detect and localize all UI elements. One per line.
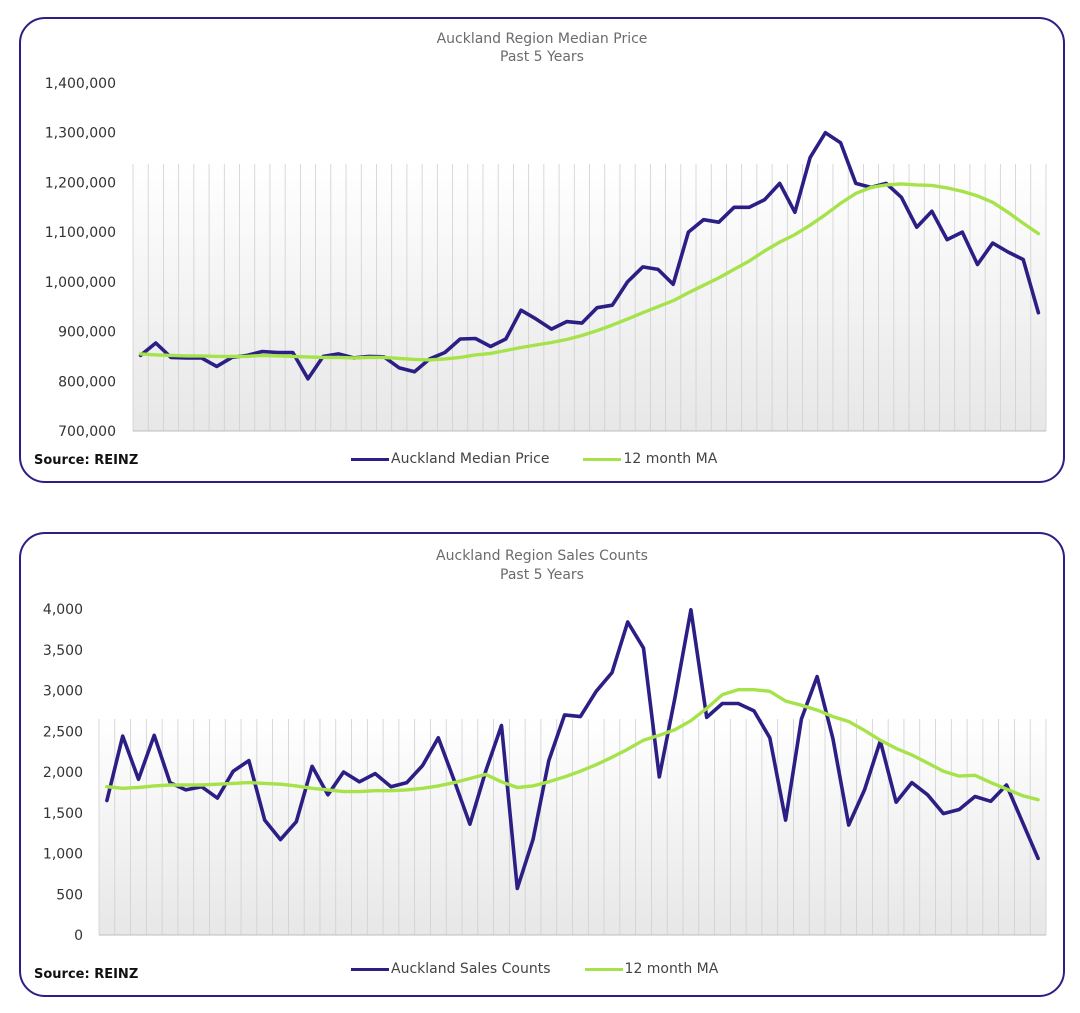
legend-item-moving-average: 12 month MA xyxy=(584,961,719,977)
y-tick-label: 1,500 xyxy=(43,806,83,822)
y-tick-label: 800,000 xyxy=(58,374,116,390)
legend-item-sales-counts: Auckland Sales Counts xyxy=(351,961,551,977)
series-line-main xyxy=(105,608,1040,891)
y-tick-label: 700,000 xyxy=(58,424,116,440)
y-tick-label: 1,300,000 xyxy=(45,126,116,142)
series-line-moving-average xyxy=(105,687,1040,802)
chart-title: Auckland Region Sales Counts xyxy=(436,548,648,564)
source-label: Source: REINZ xyxy=(34,967,139,982)
chart-legend: Auckland Median Price 12 month MA xyxy=(351,451,717,467)
y-tick-label: 3,000 xyxy=(43,684,83,700)
y-tick-label: 4,000 xyxy=(43,602,83,618)
legend-item-median-price: Auckland Median Price xyxy=(351,451,549,467)
legend-swatch-sales-counts xyxy=(351,967,389,971)
chart-legend: Auckland Sales Counts 12 month MA xyxy=(351,961,718,977)
y-tick-label: 2,500 xyxy=(43,724,83,740)
y-tick-label: 1,100,000 xyxy=(45,225,116,241)
sales-counts-chart-panel: Auckland Region Sales Counts Past 5 Year… xyxy=(19,532,1065,997)
y-tick-label: 900,000 xyxy=(58,325,116,341)
legend-label: 12 month MA xyxy=(624,961,719,977)
chart-subtitle: Past 5 Years xyxy=(500,49,584,65)
chart-subtitle: Past 5 Years xyxy=(500,567,584,583)
y-tick-label: 1,000 xyxy=(43,847,83,863)
legend-swatch-median-price xyxy=(351,457,389,461)
sales-counts-plot: 0 500 1,000 1,500 2,000 2,500 3,000 3,500 4,000 xyxy=(43,602,1047,944)
source-label: Source: REINZ xyxy=(34,453,139,468)
legend-swatch-moving-average xyxy=(583,457,622,461)
median-price-chart-panel: Auckland Region Median Price Past 5 Year… xyxy=(19,17,1065,483)
y-tick-label: 3,500 xyxy=(43,643,83,659)
legend-item-moving-average: 12 month MA xyxy=(583,451,717,467)
y-tick-label: 2,000 xyxy=(43,765,83,781)
legend-label: 12 month MA xyxy=(623,451,718,467)
y-tick-label: 1,200,000 xyxy=(45,175,116,191)
y-tick-label: 0 xyxy=(74,928,83,944)
series-line-moving-average xyxy=(138,182,1041,362)
legend-swatch-moving-average xyxy=(584,967,623,971)
median-price-plot: 700,000 800,000 900,000 1,000,000 1,100,000 1… xyxy=(45,76,1047,440)
y-tick-label: 500 xyxy=(56,887,83,903)
y-tick-label: 1,400,000 xyxy=(45,76,116,92)
y-tick-label: 1,000,000 xyxy=(45,275,116,291)
chart-title: Auckland Region Median Price xyxy=(436,31,648,47)
legend-label: Auckland Median Price xyxy=(391,451,550,467)
legend-label: Auckland Sales Counts xyxy=(391,961,551,977)
